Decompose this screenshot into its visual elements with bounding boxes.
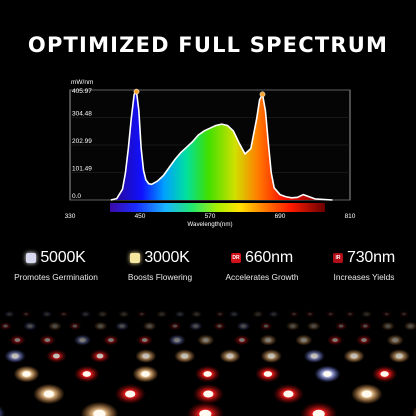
led-array-svg	[0, 300, 416, 416]
spectrum-line	[110, 90, 333, 201]
feature-caption: Accelerates Growth	[225, 272, 299, 282]
peak-marker	[259, 91, 266, 98]
feature-caption: Boosts Flowering	[127, 272, 193, 282]
y-axis-label: mW/nm	[71, 79, 93, 86]
page-title: OPTIMIZED FULL SPECTRUM	[27, 33, 389, 57]
peak-marker	[133, 88, 140, 95]
deep-red-icon: DR	[231, 253, 242, 263]
feature-value: 660nm	[245, 249, 293, 266]
y-tick-label: 0.0	[72, 193, 81, 200]
feature-3000k: 3000K Boosts Flowering	[108, 248, 212, 282]
white-light-icon	[26, 253, 37, 263]
feature-660nm: DR 660nm Accelerates Growth	[210, 248, 314, 282]
feature-5000k: 5000K Promotes Germination	[4, 248, 108, 282]
feature-list: 5000K Promotes Germination 3000K Boosts …	[0, 248, 416, 288]
fade-overlay	[0, 300, 416, 416]
feature-value: 5000K	[40, 249, 86, 266]
y-tick-label: 202.99	[72, 138, 92, 145]
warm-light-icon	[130, 253, 141, 263]
infrared-icon: IR	[333, 253, 344, 263]
feature-value: 3000K	[144, 249, 190, 266]
feature-caption: Promotes Germination	[14, 272, 98, 282]
spectrum-chart-svg: mW/nm 405.97 304.48 202.99 101.49 0.0 330 450 57…	[65, 79, 356, 228]
wavelength-color-bar	[110, 203, 325, 212]
x-tick-label: 570	[205, 213, 216, 220]
x-tick-label: 690	[275, 213, 286, 220]
y-tick-label: 101.49	[72, 166, 92, 173]
spectrum-chart: mW/nm 405.97 304.48 202.99 101.49 0.0 330 450 57…	[0, 70, 416, 230]
y-tick-label: 405.97	[72, 88, 92, 95]
feature-730nm: IR 730nm Increases Yields	[312, 248, 416, 282]
feature-caption: Increases Yields	[333, 272, 395, 282]
x-tick-label: 810	[345, 213, 356, 220]
y-tick-label: 304.48	[72, 111, 92, 118]
x-tick-label: 330	[65, 213, 76, 220]
feature-value: 730nm	[347, 249, 395, 266]
x-axis-label: Wavelength(nm)	[187, 221, 232, 228]
led-array-image	[0, 300, 416, 416]
x-tick-label: 450	[135, 213, 146, 220]
